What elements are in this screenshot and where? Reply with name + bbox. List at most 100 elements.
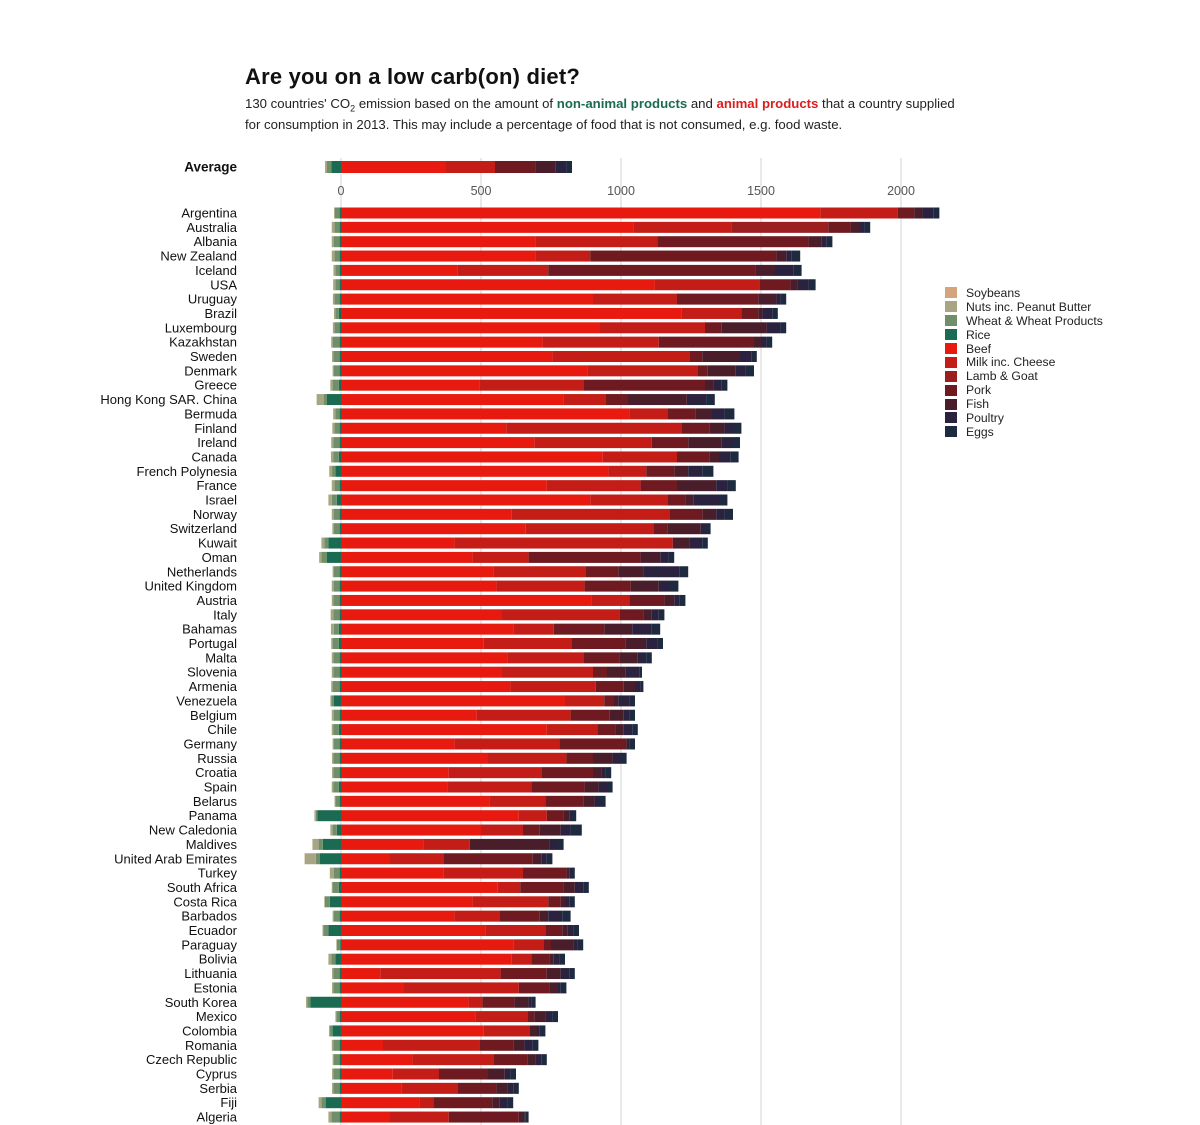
bar-segment-nuts-inc-peanut-butter xyxy=(331,638,333,649)
legend-item: Fish xyxy=(945,397,1103,411)
bar-segment-nuts-inc-peanut-butter xyxy=(332,1054,334,1066)
bar-label: Croatia xyxy=(195,765,238,780)
subtitle-text-2: emission based on the amount of xyxy=(355,96,557,111)
bar-segment-wheat-wheat-products xyxy=(334,580,340,592)
bar-segment-fish xyxy=(527,1054,536,1066)
bar-segment-nuts-inc-peanut-butter xyxy=(331,508,334,520)
bar-segment-fish xyxy=(619,652,638,664)
bar-segment-milk-inc-cheese xyxy=(448,767,542,779)
bar-segment-rice xyxy=(325,1097,341,1109)
bar-segment-nuts-inc-peanut-butter xyxy=(333,408,336,420)
bar-segment-beef xyxy=(341,365,588,377)
bar-segment-nuts-inc-peanut-butter xyxy=(330,623,334,635)
bar-segment-eggs xyxy=(721,379,728,391)
bar-segment-poultry xyxy=(922,207,934,219)
bar-segment-wheat-wheat-products xyxy=(333,666,340,678)
bar-segment-milk-inc-cheese xyxy=(404,982,519,994)
bar-segment-wheat-wheat-products xyxy=(315,853,320,865)
bar-segment-poultry xyxy=(689,537,703,549)
bar-segment-fish xyxy=(776,250,787,262)
bar-segment-milk-inc-cheese xyxy=(506,422,682,434)
bar-segment-poultry xyxy=(797,279,809,291)
bar-segment-rice xyxy=(339,652,341,664)
bar-segment-pork xyxy=(545,795,584,807)
bar-segment-pork xyxy=(553,623,605,635)
bar-segment-nuts-inc-peanut-butter xyxy=(331,580,334,592)
bar-segment-pork xyxy=(698,365,708,377)
bar-label: Estonia xyxy=(194,980,238,995)
bar-label: Cyprus xyxy=(196,1067,238,1082)
bar-segment-wheat-wheat-products xyxy=(334,236,340,248)
bar-segment-eggs xyxy=(727,480,736,492)
bar-segment-eggs xyxy=(629,695,635,707)
bar-segment-wheat-wheat-products xyxy=(334,738,340,750)
bar-segment-pork xyxy=(604,695,614,707)
bar-segment-wheat-wheat-products xyxy=(334,250,340,262)
bar-segment-nuts-inc-peanut-butter xyxy=(331,652,334,664)
bar-segment-rice xyxy=(335,465,341,477)
bar-segment-pork xyxy=(495,161,536,173)
bar-segment-eggs xyxy=(541,1054,547,1066)
bar-segment-rice xyxy=(339,1011,341,1023)
bar-segment-rice xyxy=(339,1068,341,1080)
bar-segment-poultry xyxy=(646,638,658,649)
bar-label: Hong Kong SAR. China xyxy=(100,392,237,407)
bar-segment-poultry xyxy=(555,161,567,173)
bar-segment-nuts-inc-peanut-butter xyxy=(332,523,334,535)
bar-segment-pork xyxy=(828,221,851,233)
bar-segment-beef xyxy=(341,781,448,793)
bar-segment-nuts-inc-peanut-butter xyxy=(329,465,333,477)
bar-segment-rice xyxy=(317,810,341,822)
subtitle-non-animal-highlight: non-animal products xyxy=(556,96,688,111)
bar-segment-nuts-inc-peanut-butter xyxy=(331,681,333,693)
bar-label: Russia xyxy=(197,751,238,766)
bar-segment-milk-inc-cheese xyxy=(600,322,705,334)
bar-segment-fish xyxy=(562,925,568,936)
bar-segment-wheat-wheat-products xyxy=(336,939,341,951)
bar-segment-rice xyxy=(336,824,341,836)
bar-segment-milk-inc-cheese xyxy=(447,781,532,793)
bar-segment-beef xyxy=(341,551,473,563)
legend-swatch xyxy=(945,370,957,382)
bar-segment-poultry xyxy=(594,795,600,807)
bar-segment-rice xyxy=(339,609,341,621)
bar-segment-pork xyxy=(629,594,665,606)
bar-segment-nuts-inc-peanut-butter xyxy=(328,1111,332,1123)
bar-segment-nuts-inc-peanut-butter xyxy=(332,566,334,578)
bar-segment-nuts-inc-peanut-butter xyxy=(332,1068,334,1080)
bar-segment-eggs xyxy=(793,264,802,276)
bar-segment-fish xyxy=(534,1011,546,1023)
bar-segment-nuts-inc-peanut-butter xyxy=(322,925,324,936)
bar-segment-nuts-inc-peanut-butter xyxy=(331,437,334,449)
bar-segment-nuts-inc-peanut-butter xyxy=(331,221,335,233)
bar-segment-milk-inc-cheese xyxy=(681,307,742,319)
bar-segment-nuts-inc-peanut-butter xyxy=(330,824,333,836)
bar-segment-beef xyxy=(341,968,381,980)
bar-segment-wheat-wheat-products xyxy=(333,1039,340,1051)
bar-segment-eggs xyxy=(531,996,536,1008)
x-tick-label: 500 xyxy=(471,184,492,198)
bar-segment-fish xyxy=(518,1111,525,1123)
bar-label: Romania xyxy=(185,1038,238,1053)
bar-segment-eggs xyxy=(780,322,787,334)
bar-segment-rice xyxy=(334,695,341,707)
legend-label: Eggs xyxy=(966,424,994,439)
bar-segment-fish xyxy=(643,609,652,621)
bar-segment-eggs xyxy=(658,609,665,621)
bar-segment-nuts-inc-peanut-butter xyxy=(318,1097,322,1109)
bar-segment-pork xyxy=(527,1011,535,1023)
legend-item: Poultry xyxy=(945,411,1103,425)
bar-segment-rice xyxy=(339,1039,341,1051)
bar-segment-pork xyxy=(439,1068,488,1080)
bar-segment-poultry xyxy=(762,307,773,319)
bar-segment-rice xyxy=(339,293,341,305)
bar-segment-poultry xyxy=(776,293,781,305)
bar-segment-rice xyxy=(335,953,341,965)
bar-segment-milk-inc-cheese xyxy=(565,695,605,707)
legend-swatch xyxy=(945,301,957,313)
bar-segment-poultry xyxy=(548,910,563,922)
bar-segment-rice xyxy=(339,351,341,362)
bar-segment-fish xyxy=(640,551,661,563)
bar-segment-poultry xyxy=(507,1082,514,1094)
bar-segment-eggs xyxy=(702,465,714,477)
